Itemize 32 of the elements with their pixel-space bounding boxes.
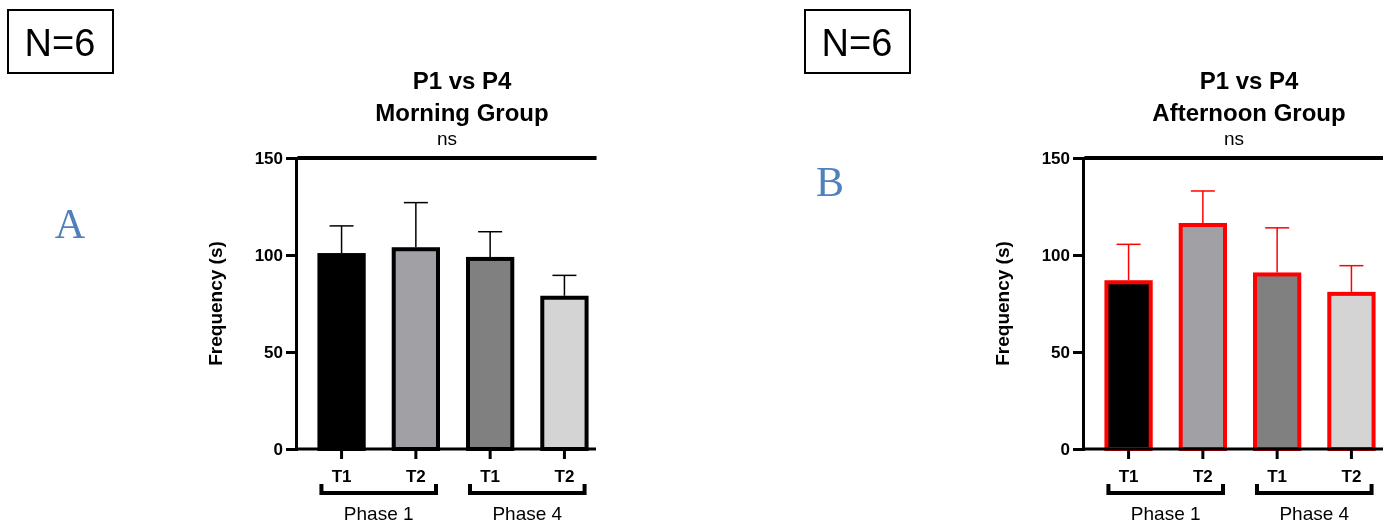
x-tick-label: T1 xyxy=(1118,467,1139,487)
text: Phase 1 xyxy=(343,503,414,524)
text: A xyxy=(54,201,86,247)
x-tick-label: T2 xyxy=(554,467,575,487)
x-tick-label: T2 xyxy=(1341,467,1362,487)
chart-subtitle: Afternoon Group xyxy=(1152,99,1346,126)
y-tick-label: 0 xyxy=(1060,439,1070,459)
y-axis-title: Frequency (s) xyxy=(992,241,1013,366)
y-tick-label: 150 xyxy=(254,148,283,168)
chart-title: P1 vs P4 xyxy=(412,67,513,94)
text: ns xyxy=(1223,128,1245,149)
x-tick-label: T1 xyxy=(1267,467,1288,487)
text: ns xyxy=(436,128,458,149)
text: N=6 xyxy=(24,22,96,64)
y-axis-title: Frequency (s) xyxy=(205,241,226,366)
chart-subtitle: Morning Group xyxy=(375,99,549,126)
x-tick-label: T2 xyxy=(1192,467,1213,487)
chart-title: P1 vs P4 xyxy=(1199,67,1300,94)
text: Phase 4 xyxy=(492,503,563,524)
y-tick-label: 100 xyxy=(254,245,283,265)
x-tick-label: T1 xyxy=(331,467,352,487)
text: N=6 xyxy=(821,22,893,64)
text: B xyxy=(815,159,845,205)
text: Phase 4 xyxy=(1279,503,1350,524)
x-tick-label: T2 xyxy=(405,467,426,487)
y-tick-label: 50 xyxy=(264,342,283,362)
y-tick-label: 50 xyxy=(1051,342,1070,362)
y-tick-label: 150 xyxy=(1041,148,1070,168)
x-tick-label: T1 xyxy=(480,467,501,487)
text: Phase 1 xyxy=(1130,503,1201,524)
y-tick-label: 100 xyxy=(1041,245,1070,265)
y-tick-label: 0 xyxy=(273,439,283,459)
